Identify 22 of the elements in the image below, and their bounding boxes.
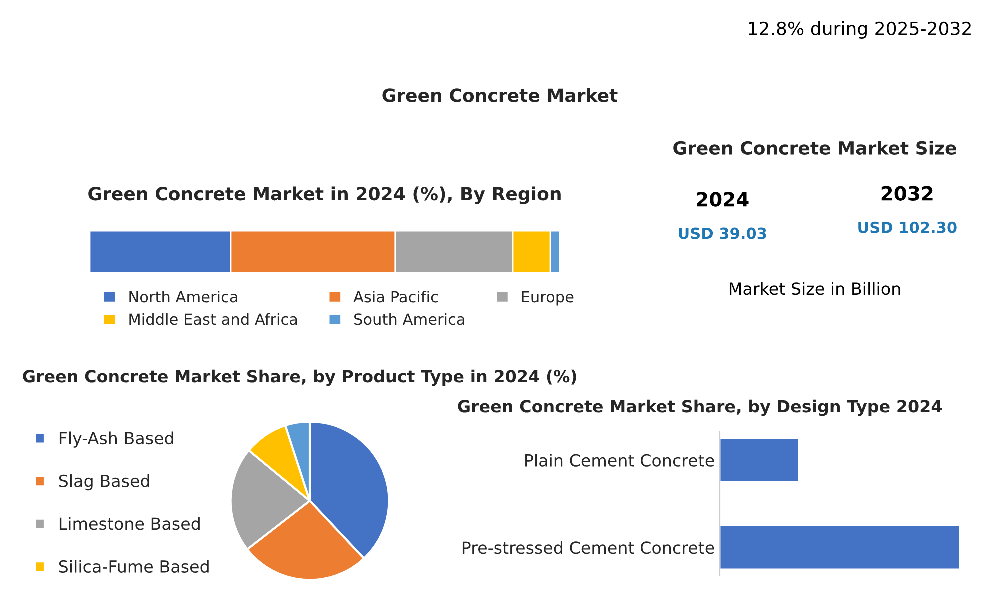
chart-title: Green Concrete Market Share, by Product Type in 2024 (%)	[23, 370, 576, 386]
text: Market Size in Billion	[730, 282, 900, 296]
chart-title: Green Concrete Market Share, by Design Type 2024	[458, 400, 942, 416]
legend-label: Europe	[522, 291, 574, 306]
text: USD 39.03	[679, 228, 766, 240]
text: 2032	[882, 186, 933, 201]
legend-label: Asia Pacific	[354, 290, 438, 303]
legend-label: North America	[130, 290, 238, 303]
legend-label: Slag Based	[59, 474, 150, 491]
chart-title: Green Concrete Market in 2024 (%), By Region	[88, 186, 561, 204]
legend-label: Silica-Fume Based	[59, 560, 209, 574]
y-tick-label: Pre-stressed Cement Concrete	[462, 541, 714, 554]
y-tick-label: Plain Cement Concrete	[526, 454, 714, 467]
text: USD 102.30	[858, 222, 957, 234]
text: Green Concrete Market	[382, 88, 618, 102]
legend-label: Limestone Based	[60, 517, 200, 530]
legend-label: Fly-Ash Based	[60, 432, 174, 448]
text: 2024	[697, 192, 749, 207]
legend-label: South America	[354, 313, 464, 326]
text: Green Concrete Market Size	[674, 141, 956, 155]
text: 12.8% during 2025-2032	[749, 22, 971, 39]
legend-label: Middle East and Africa	[130, 313, 298, 326]
